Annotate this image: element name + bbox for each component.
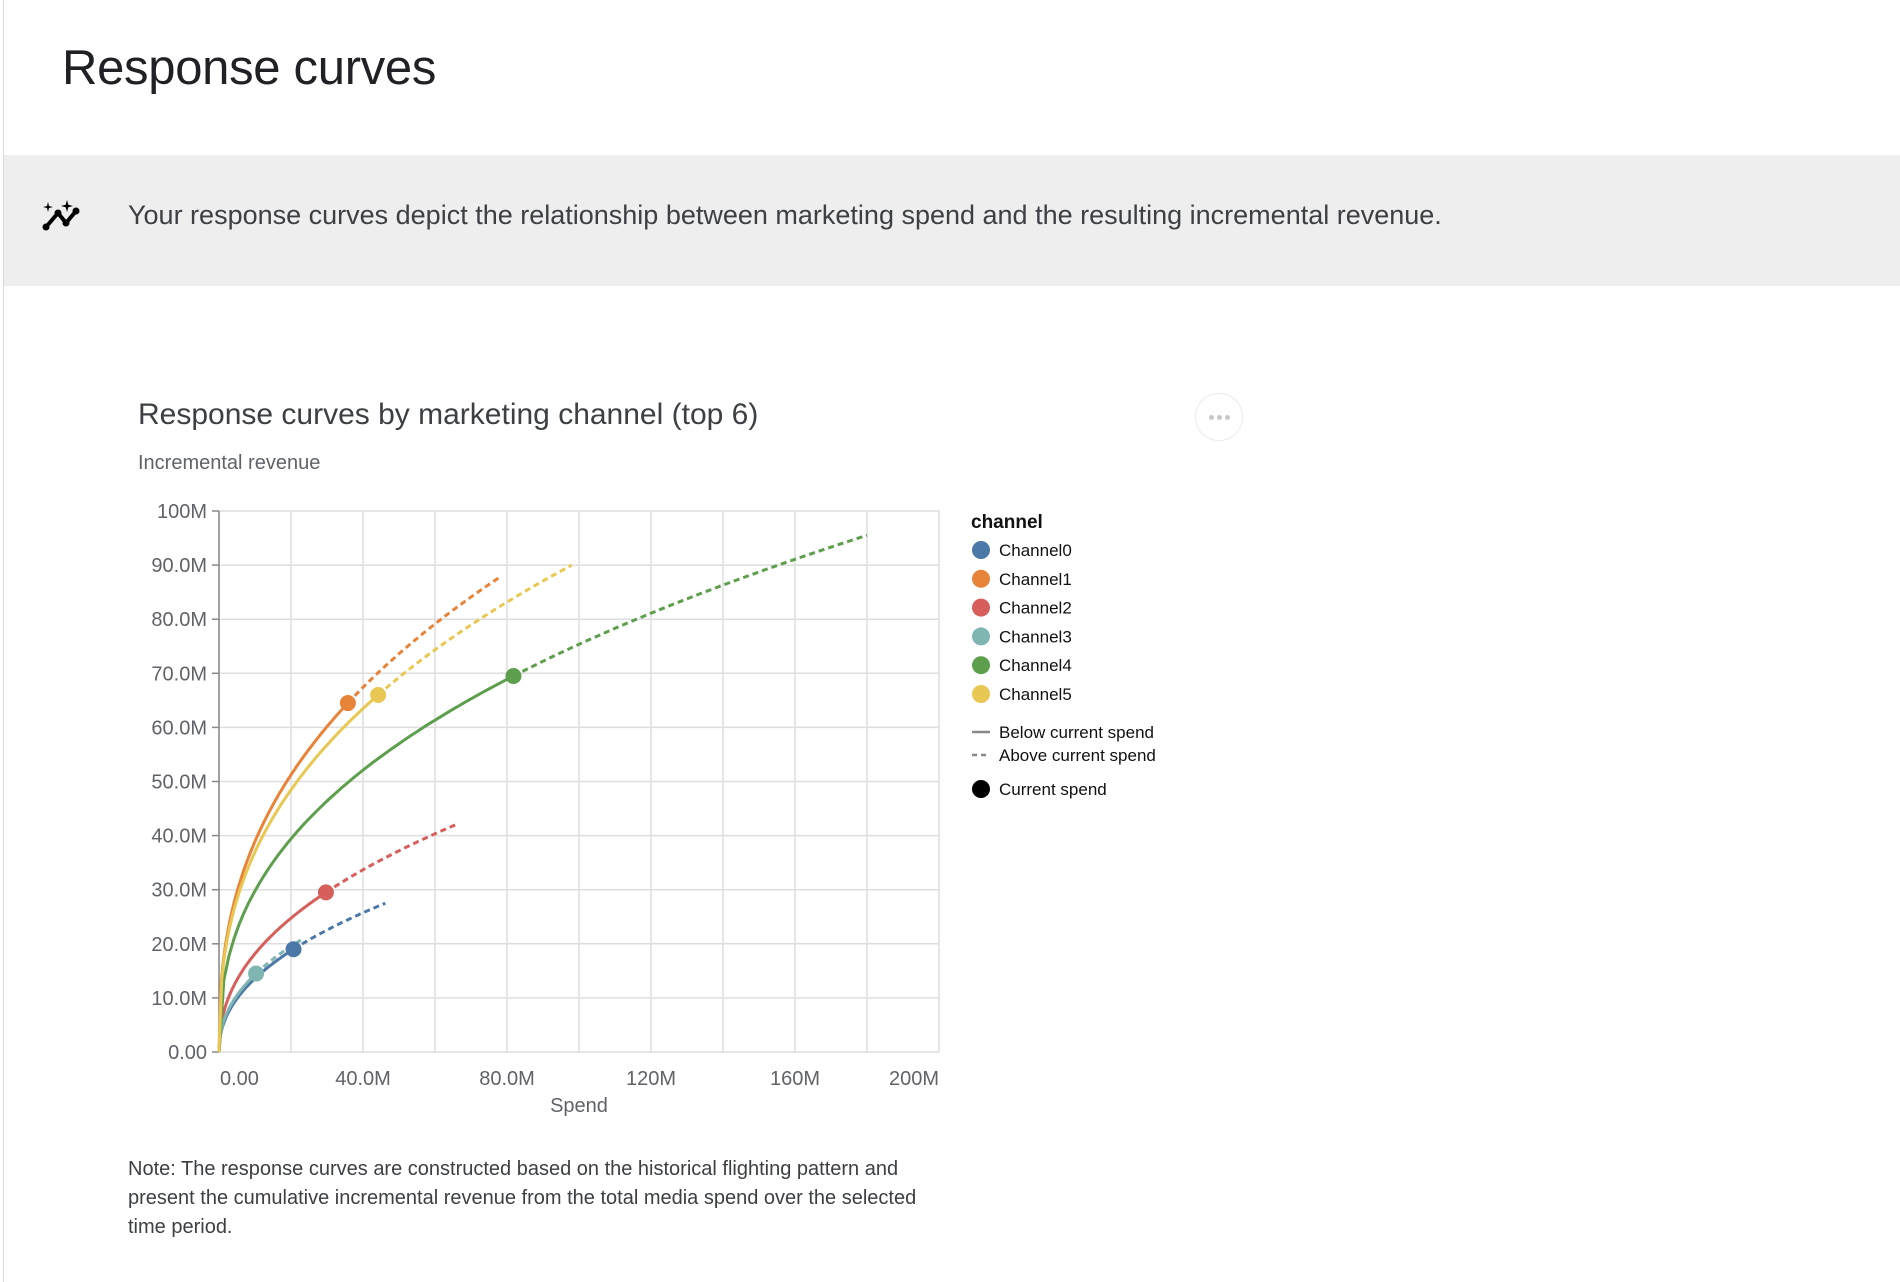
more-options-button[interactable] — [1195, 393, 1243, 441]
x-tick-label: 200M — [889, 1068, 939, 1090]
curve-above-channel2 — [325, 823, 457, 894]
current-spend-point-channel3 — [248, 965, 265, 982]
y-tick-label: 50.0M — [151, 772, 207, 794]
more-horizontal-icon — [1216, 414, 1222, 420]
current-spend-point-channel0 — [285, 941, 302, 958]
x-tick-label: 0.00 — [220, 1068, 259, 1090]
x-tick-label: 160M — [770, 1068, 820, 1090]
legend-current: Current spend — [999, 780, 1107, 799]
curve-above-channel1 — [346, 574, 503, 705]
y-tick-label: 20.0M — [151, 934, 207, 956]
curve-below-channel4 — [217, 674, 515, 1053]
current-spend-point-channel1 — [339, 695, 356, 712]
legend-item: Channel4 — [999, 656, 1072, 675]
curve-below-channel2 — [217, 891, 327, 1053]
more-horizontal-icon — [1224, 414, 1230, 420]
chart-title: Response curves by marketing channel (to… — [138, 398, 759, 431]
chart-note: Note: The response curves are constructe… — [128, 1158, 917, 1238]
y-tick-label: 60.0M — [151, 717, 207, 739]
legend-below: Below current spend — [999, 723, 1154, 742]
curve-above-channel4 — [512, 533, 868, 678]
info-banner — [4, 155, 1900, 286]
y-tick-label: 0.00 — [168, 1042, 207, 1064]
x-axis-title: Spend — [550, 1095, 608, 1117]
legend-swatch — [972, 685, 990, 703]
y-tick-label: 80.0M — [151, 609, 207, 631]
x-tick-label: 80.0M — [479, 1068, 535, 1090]
legend-current-dot — [972, 780, 990, 798]
current-spend-point-channel2 — [317, 884, 334, 901]
legend-swatch — [972, 598, 990, 617]
legend-item: Channel2 — [999, 599, 1072, 618]
left-border — [3, 0, 4, 1282]
legend-above: Above current spend — [999, 746, 1156, 765]
legend-item: Channel0 — [999, 541, 1072, 560]
more-horizontal-icon — [1208, 414, 1214, 420]
y-tick-label: 30.0M — [151, 880, 207, 902]
curve-below-channel0 — [217, 947, 295, 1053]
legend-swatch — [972, 541, 990, 559]
curve-below-channel5 — [217, 693, 380, 1053]
curve-above-channel5 — [377, 563, 573, 697]
banner-text: Your response curves depict the relation… — [128, 200, 1442, 230]
insights-sparkle-icon — [42, 200, 80, 231]
y-tick-label: 70.0M — [151, 663, 207, 685]
y-tick-label: 10.0M — [151, 988, 207, 1010]
legend-item: Channel5 — [999, 685, 1072, 704]
y-tick-label: 90.0M — [151, 555, 207, 577]
legend-swatch — [972, 627, 990, 646]
current-spend-point-channel4 — [505, 668, 522, 685]
legend-swatch — [972, 569, 990, 588]
y-tick-label: 40.0M — [151, 826, 207, 848]
current-spend-point-channel5 — [370, 686, 387, 703]
legend-item: Channel1 — [999, 570, 1072, 589]
curve-below-channel1 — [217, 702, 349, 1053]
page-title: Response curves — [62, 41, 437, 95]
legend-item: Channel3 — [999, 627, 1072, 646]
y-axis-title: Incremental revenue — [138, 452, 321, 474]
curve-above-channel3 — [255, 937, 305, 975]
x-tick-label: 40.0M — [335, 1068, 391, 1090]
curve-above-channel0 — [292, 901, 386, 951]
y-tick-label: 100M — [157, 501, 207, 523]
legend-swatch — [972, 656, 990, 675]
x-tick-label: 120M — [626, 1068, 676, 1090]
curve-below-channel3 — [217, 972, 258, 1053]
legend-title: channel — [971, 512, 1043, 533]
